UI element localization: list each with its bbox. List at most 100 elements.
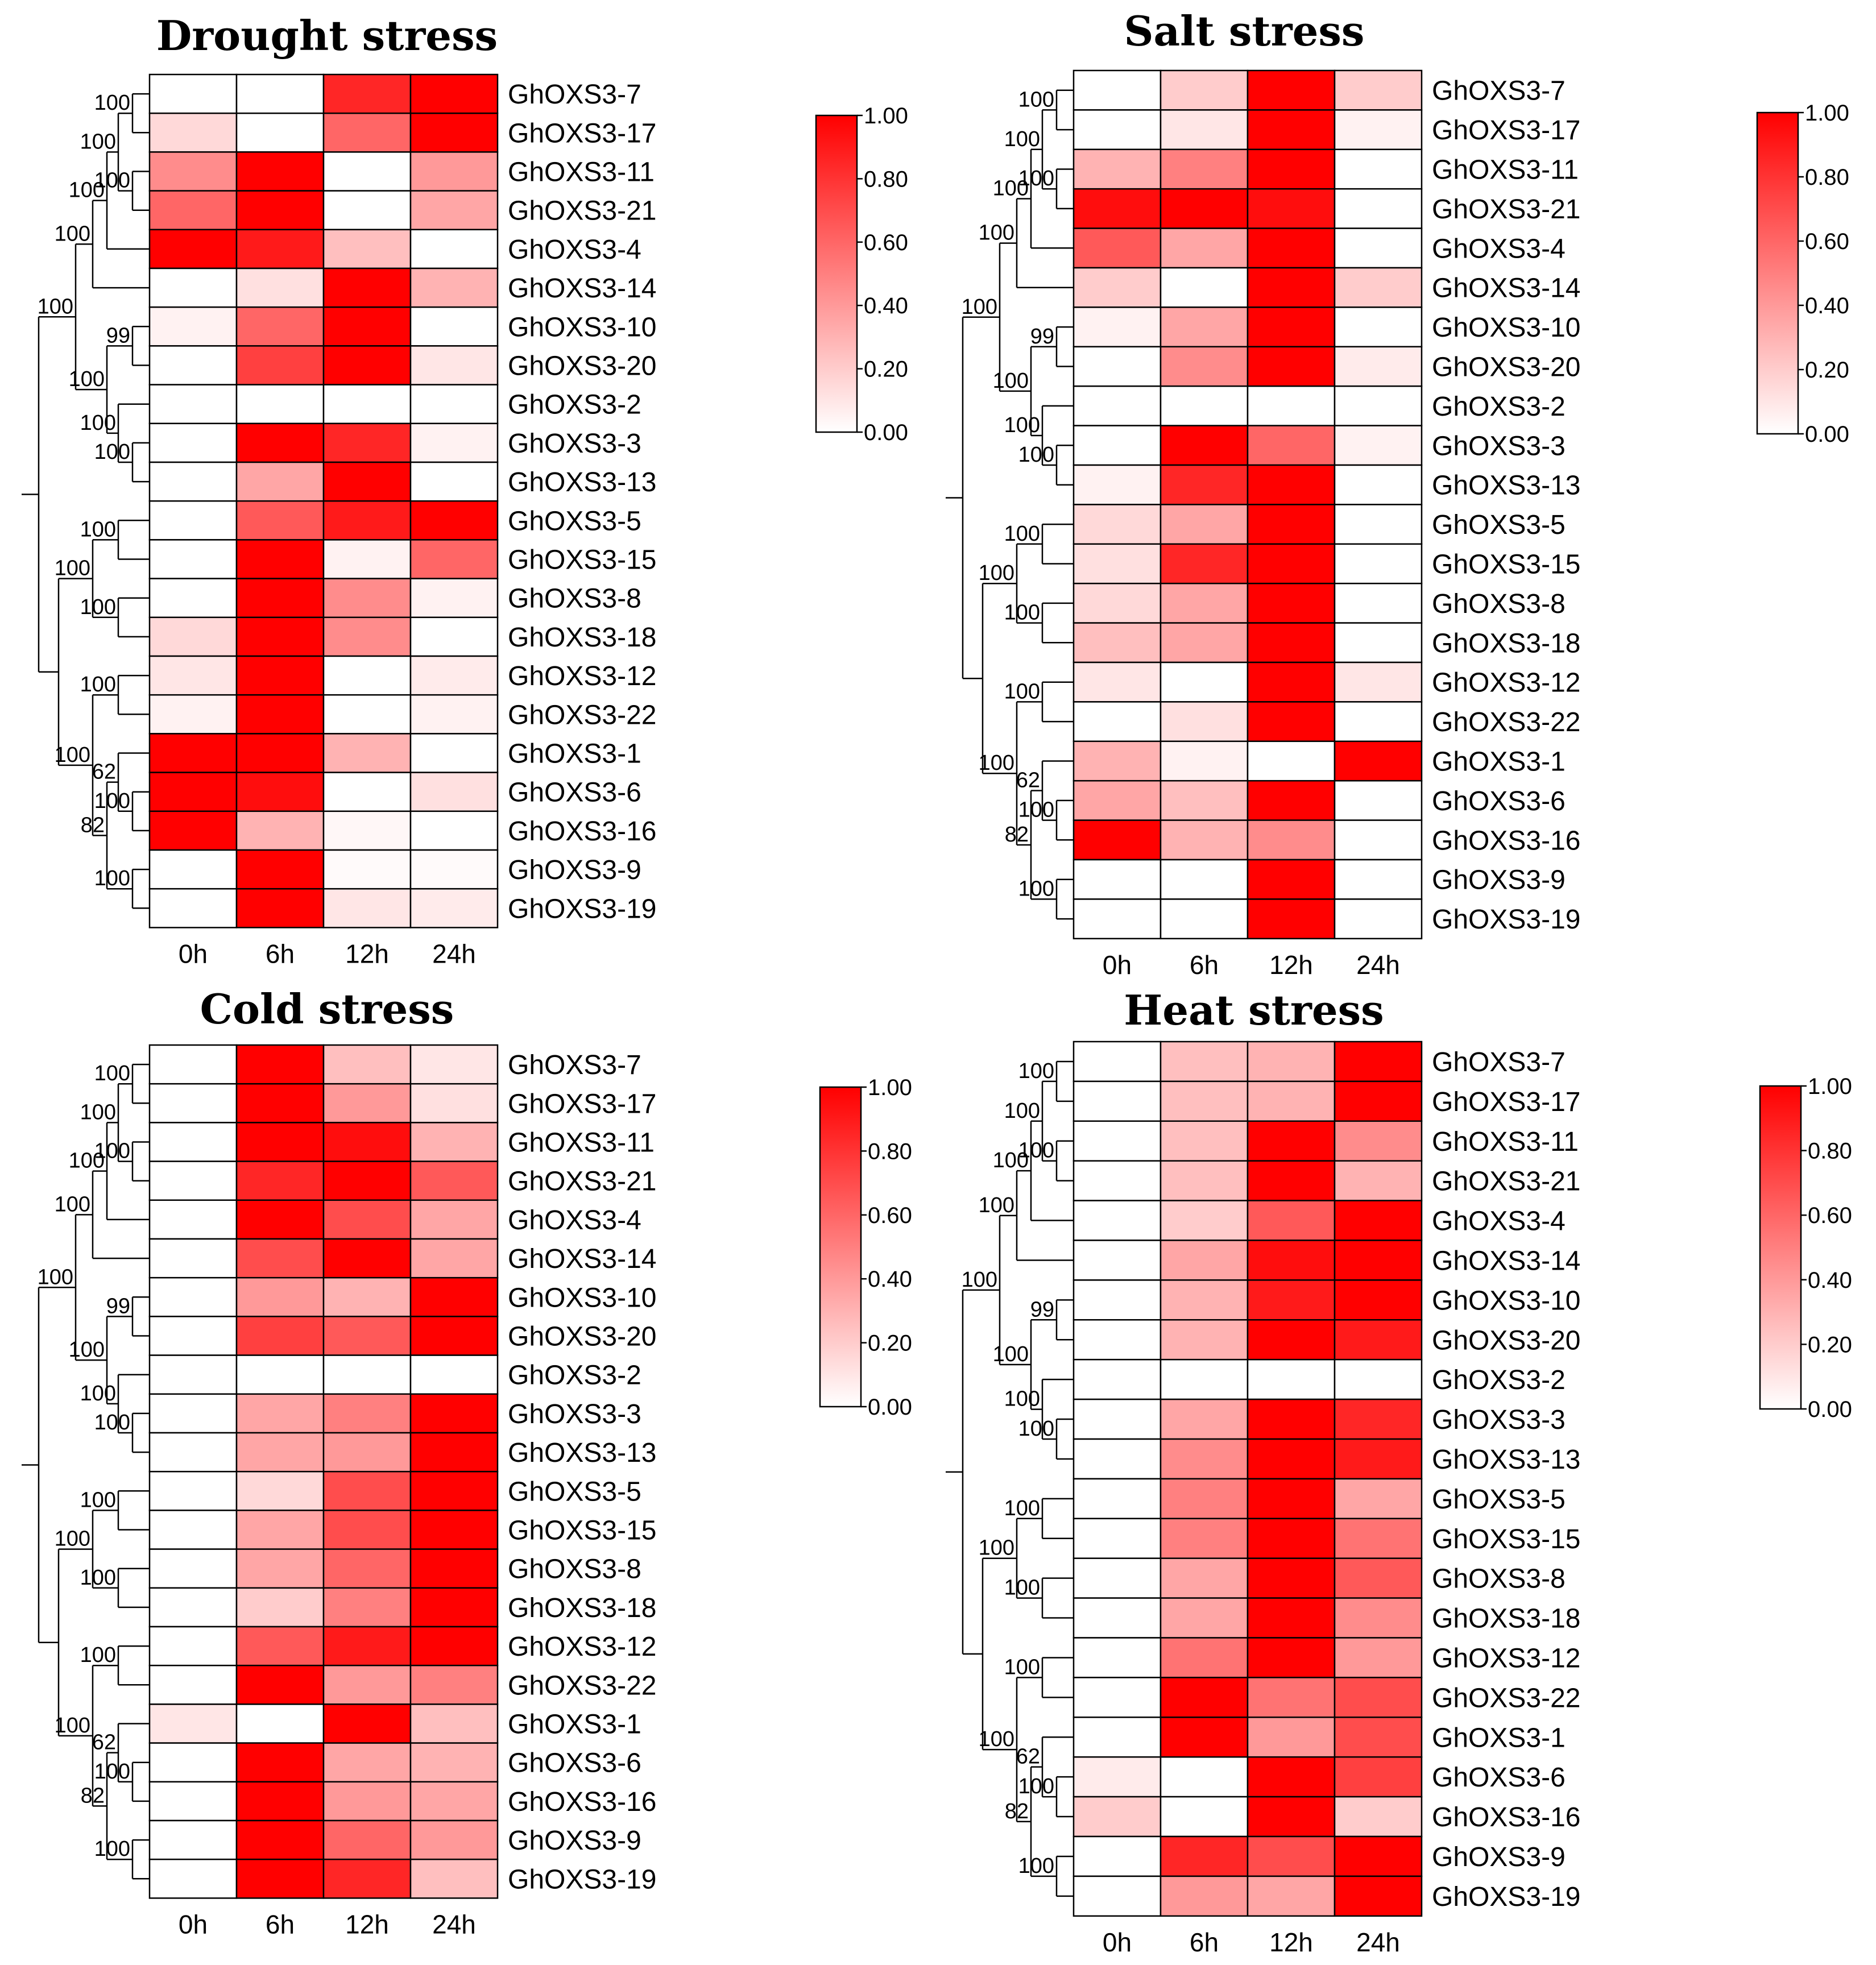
time-axis-label: 12h xyxy=(345,1909,389,1939)
bootstrap-label: 100 xyxy=(1018,167,1054,190)
gene-label: GhOXS3-19 xyxy=(1432,1882,1580,1912)
heatmap-cell xyxy=(1072,1835,1162,1877)
heatmap-cell xyxy=(322,1199,412,1240)
bootstrap-label: 100 xyxy=(979,1727,1014,1751)
bootstrap-label: 100 xyxy=(1004,1099,1040,1123)
gene-label: GhOXS3-14 xyxy=(508,1244,656,1274)
gene-label: GhOXS3-1 xyxy=(1432,1723,1566,1753)
heatmap-cell xyxy=(409,888,499,928)
heatmap-cell xyxy=(1334,1438,1423,1480)
heatmap-cell xyxy=(409,694,499,735)
bootstrap-label: 100 xyxy=(1004,1655,1040,1679)
heatmap-cell xyxy=(1072,780,1162,821)
gene-label: GhOXS3-11 xyxy=(508,1128,655,1158)
heatmap-cell xyxy=(235,772,325,812)
heatmap-cell xyxy=(1334,1478,1423,1520)
gene-label: GhOXS3-11 xyxy=(1432,1127,1579,1157)
colorbar xyxy=(819,1086,862,1408)
heatmap-cell xyxy=(1334,1518,1423,1559)
heatmap-cell xyxy=(148,1587,238,1628)
gene-label: GhOXS3-3 xyxy=(508,429,641,459)
gene-label: GhOXS3-2 xyxy=(1432,392,1566,422)
colorbar-tick-label: 0.80 xyxy=(1805,165,1849,190)
heatmap-cell xyxy=(1246,622,1336,664)
heatmap-cell xyxy=(1334,227,1423,269)
gene-label: GhOXS3-17 xyxy=(508,1089,656,1119)
heatmap-cell xyxy=(409,849,499,890)
bootstrap-label: 100 xyxy=(1018,1775,1054,1798)
heatmap-cell xyxy=(1159,1040,1249,1083)
heatmap-cell xyxy=(148,1664,238,1705)
bootstrap-label: 100 xyxy=(55,1192,90,1216)
heatmap-cell xyxy=(1072,1478,1162,1520)
heatmap-cell xyxy=(1159,780,1249,821)
heatmap-cell xyxy=(1334,780,1423,821)
heatmap-cell xyxy=(1334,1040,1423,1083)
heatmap-cell xyxy=(409,1510,499,1550)
heatmap-cell xyxy=(322,539,412,579)
heatmap-cell xyxy=(409,1083,499,1124)
bootstrap-label: 100 xyxy=(979,1193,1014,1217)
heatmap-cell xyxy=(322,1160,412,1201)
gene-label: GhOXS3-15 xyxy=(1432,1524,1580,1554)
heatmap-cell xyxy=(1246,306,1336,348)
bootstrap-label: 100 xyxy=(962,1268,997,1292)
heatmap-cell xyxy=(1072,1398,1162,1440)
colorbar-tick-label: 0.60 xyxy=(1808,1203,1852,1228)
heatmap-cell xyxy=(1159,1398,1249,1440)
heatmap-cell xyxy=(409,229,499,270)
bootstrap-label: 100 xyxy=(993,1149,1029,1172)
heatmap-cell xyxy=(148,1316,238,1356)
colorbar-tick-label: 0.00 xyxy=(864,420,908,445)
heatmap-cell xyxy=(1072,1597,1162,1639)
heatmap-cell xyxy=(1246,1756,1336,1798)
heatmap-cell xyxy=(1072,1279,1162,1321)
heatmap-cell xyxy=(409,1703,499,1744)
heatmap-cell xyxy=(1246,1438,1336,1480)
heatmap-cell xyxy=(322,1044,412,1085)
bootstrap-label: 100 xyxy=(94,440,130,464)
heatmap-cell xyxy=(1072,227,1162,269)
heatmap-cell xyxy=(1072,819,1162,861)
gene-label: GhOXS3-3 xyxy=(1432,431,1566,461)
bootstrap-label: 100 xyxy=(94,91,130,115)
heatmap-cell xyxy=(148,1626,238,1666)
gene-label: GhOXS3-5 xyxy=(1432,510,1566,540)
heatmap-cell xyxy=(322,1626,412,1666)
gene-label: GhOXS3-10 xyxy=(508,312,656,342)
bootstrap-label: 100 xyxy=(94,1837,130,1861)
heatmap-cell xyxy=(148,112,238,153)
colorbar xyxy=(1759,1085,1802,1410)
heatmap-cell xyxy=(1159,622,1249,664)
bootstrap-label: 99 xyxy=(1030,325,1054,349)
heatmap-cell xyxy=(1246,1518,1336,1559)
heatmap-cell xyxy=(322,1393,412,1434)
time-axis-label: 24h xyxy=(432,939,476,968)
heatmap-cell xyxy=(322,1548,412,1589)
heatmap-cell xyxy=(1159,1557,1249,1599)
heatmap-cell xyxy=(409,422,499,463)
time-axis-label: 0h xyxy=(179,1909,208,1939)
panel-title: Heat stress xyxy=(1124,986,1384,1034)
heatmap-cell xyxy=(1072,1200,1162,1241)
bootstrap-label: 100 xyxy=(69,1149,105,1173)
heatmap-cell xyxy=(1246,740,1336,782)
bootstrap-label: 100 xyxy=(69,1338,105,1362)
gene-label: GhOXS3-20 xyxy=(1432,353,1580,383)
heatmap-cell xyxy=(235,190,325,231)
heatmap-cell xyxy=(409,1276,499,1317)
heatmap-cell xyxy=(235,461,325,502)
gene-label: GhOXS3-17 xyxy=(508,118,656,148)
bootstrap-label: 100 xyxy=(80,1566,116,1590)
heatmap-cell xyxy=(1246,1677,1336,1718)
heatmap-panel: Drought stressGhOXS3-7GhOXS3-17GhOXS3-11… xyxy=(22,11,908,968)
heatmap-cell xyxy=(409,1470,499,1511)
heatmap-cell xyxy=(1159,543,1249,584)
time-axis-label: 24h xyxy=(1356,1927,1400,1957)
bootstrap-label: 100 xyxy=(1004,679,1040,703)
heatmap-cell xyxy=(1246,267,1336,308)
heatmap-cell xyxy=(235,1122,325,1162)
heatmap-cell xyxy=(1072,1717,1162,1758)
bootstrap-label: 100 xyxy=(1004,1576,1040,1600)
heatmap-cell xyxy=(148,1238,238,1279)
